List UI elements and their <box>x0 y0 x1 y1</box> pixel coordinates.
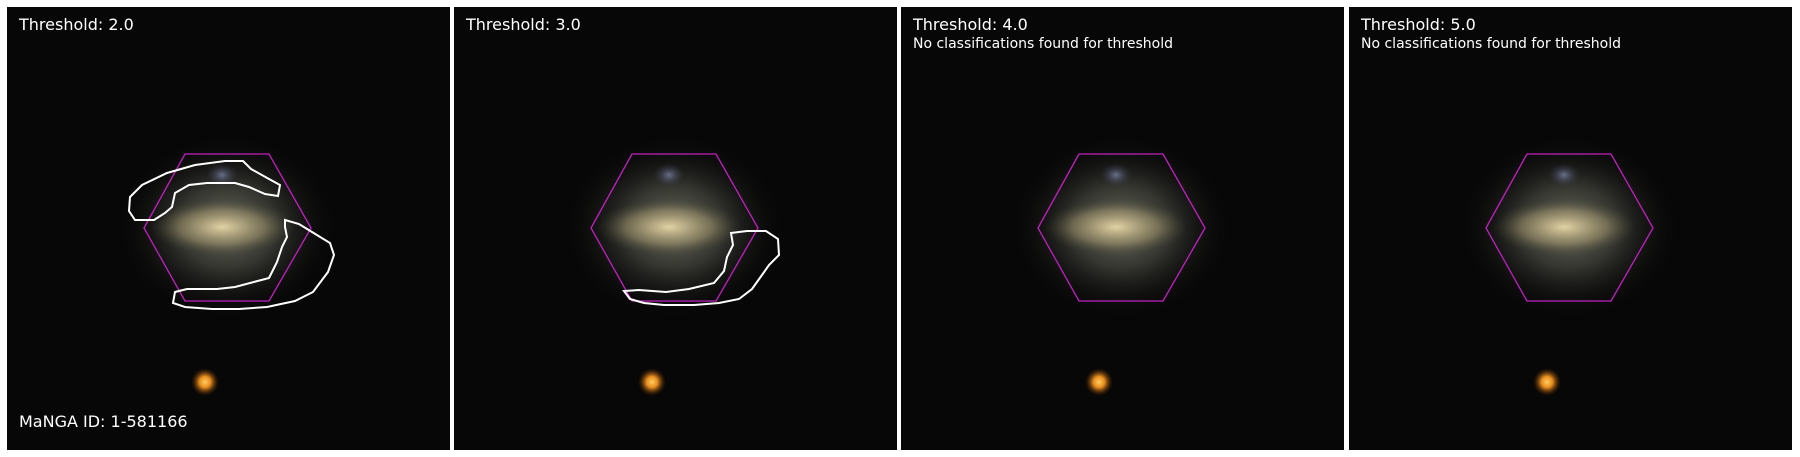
contour-upper <box>127 160 282 221</box>
contour-lower <box>622 230 781 306</box>
image-panel-threshold-2: Threshold: 2.0 MaNGA ID: 1-581166 <box>7 7 450 450</box>
ifu-hexagon <box>590 153 759 302</box>
panel-title: Threshold: 4.0 <box>913 15 1028 34</box>
ifu-hexagon <box>1037 153 1206 302</box>
panel-title: Threshold: 3.0 <box>466 15 581 34</box>
panel-title: Threshold: 5.0 <box>1361 15 1476 34</box>
ifu-hexagon <box>143 153 312 302</box>
galaxy-image <box>901 7 1344 450</box>
image-panel-threshold-4: Threshold: 4.0 No classifications found … <box>901 7 1344 450</box>
panel-title: Threshold: 2.0 <box>19 15 134 34</box>
galaxy-image <box>1349 7 1792 450</box>
contour-lower <box>171 218 336 310</box>
image-panel-threshold-3: Threshold: 3.0 <box>454 7 897 450</box>
no-classification-note: No classifications found for threshold <box>913 36 1173 52</box>
manga-id-label: MaNGA ID: 1-581166 <box>19 412 188 431</box>
galaxy-image <box>7 7 450 450</box>
galaxy-image <box>454 7 897 450</box>
image-panel-threshold-5: Threshold: 5.0 No classifications found … <box>1349 7 1792 450</box>
ifu-hexagon <box>1485 153 1654 302</box>
no-classification-note: No classifications found for threshold <box>1361 36 1621 52</box>
